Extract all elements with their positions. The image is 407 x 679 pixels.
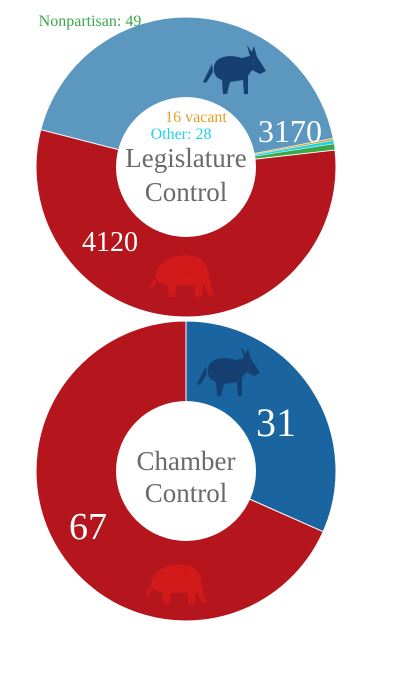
slice-label-vacant: 16 vacant (165, 109, 227, 126)
slice-democratic (40, 16, 334, 168)
slice-label-republican: 67 (69, 506, 107, 548)
slice-label-democratic: 3170 (258, 113, 322, 149)
slice-label-nonpartisan: Nonpartisan: 49 (39, 13, 142, 30)
center-label-line-2: Control (145, 478, 228, 508)
center-label-line-1: Chamber (137, 446, 236, 476)
center-label-line-1: Legislature (125, 143, 246, 173)
center-label-line-2: Control (145, 177, 228, 207)
donut-hole (116, 97, 256, 237)
donut-chart-1: Legislature Control 3170 4120 Nonpartisan: 4… (35, 13, 337, 318)
slice-label-democratic: 31 (256, 400, 296, 445)
donut-hole (116, 401, 256, 541)
slice-label-republican: 4120 (82, 227, 138, 258)
slice-label-other: Other: 28 (151, 126, 212, 143)
